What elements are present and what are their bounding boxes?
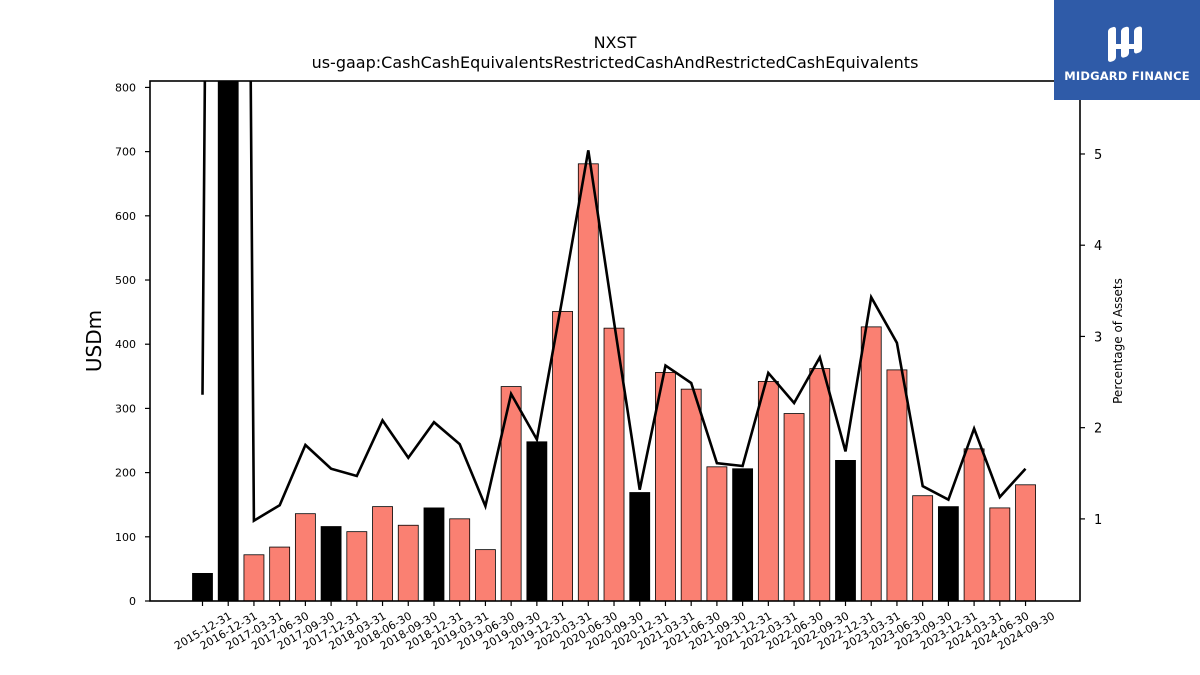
bar-2022-03-31 [757,381,779,601]
bar-2022-12-31 [835,460,856,601]
bar-2018-12-31 [423,507,445,601]
y-tick-label: 200 [115,467,136,480]
bar-2024-06-30 [989,507,1011,601]
bar-2018-06-30 [372,506,393,601]
bar-2020-06-30 [577,163,599,601]
logo-text: MIDGARD FINANCE [1064,69,1190,83]
bar-2024-09-30 [1015,484,1036,601]
bar-2015-12-31 [192,572,213,601]
bar-2017-06-30 [269,546,291,601]
y-tick-label: 400 [115,338,136,351]
bar-2022-09-30 [809,368,831,601]
midgard-logo-icon [1108,26,1142,62]
bar-2019-03-31 [449,518,471,601]
bar-2023-06-30 [886,369,908,601]
y-tick-label: 100 [115,531,136,544]
bar-2023-09-30 [912,495,934,601]
midgard-finance-logo: MIDGARD FINANCE [1054,0,1200,100]
y-tick-label: 800 [115,81,136,94]
bar-2019-09-30 [500,386,522,601]
bar-2019-06-30 [475,549,496,601]
y-tick-label: 500 [115,274,136,287]
y2-tick-label: 4 [1094,239,1102,254]
y2-tick-label: 3 [1094,330,1102,345]
bar-2021-03-31 [655,372,676,601]
chart-subtitle: us-gaap:CashCashEquivalentsRestrictedCas… [312,53,919,72]
y-axis-label: USDm [82,310,106,372]
plot-frame [149,80,1081,602]
bars-layer [192,81,1036,601]
bar-2023-12-31 [937,506,959,601]
bar-2016-12-31 [217,81,239,601]
chart-title: NXST [594,33,637,52]
bar-2024-03-31 [963,448,985,601]
bar-2021-06-30 [680,388,702,601]
y-tick-label: 600 [115,210,136,223]
y-tick-label: 300 [115,402,136,415]
y2-tick-label: 1 [1094,513,1102,528]
bar-2017-12-31 [320,526,342,601]
line-layer [201,81,1027,523]
percentage-line [201,81,1027,523]
y2-axis-label: Percentage of Assets [1111,278,1125,404]
bar-2021-09-30 [706,466,728,601]
bar-2017-03-31 [243,554,265,601]
y2-tick-label: 5 [1094,148,1102,163]
bar-2020-03-31 [552,311,573,601]
bar-2018-03-31 [346,531,368,601]
bar-2020-12-31 [629,492,651,601]
bar-2017-09-30 [294,513,316,601]
bar-2022-06-30 [783,413,805,601]
bar-2019-12-31 [526,441,548,601]
bar-2021-12-31 [732,468,754,601]
y2-tick-label: 2 [1094,422,1102,437]
bar-2023-03-31 [860,326,882,601]
y-tick-label: 0 [129,595,136,608]
bar-2018-09-30 [397,524,419,601]
y-tick-label: 700 [115,146,136,159]
